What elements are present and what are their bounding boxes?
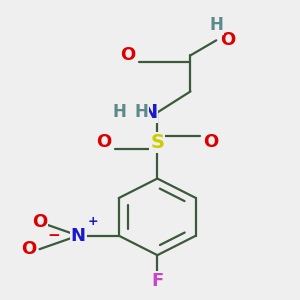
Text: S: S	[150, 133, 164, 152]
Text: +: +	[87, 215, 98, 228]
Text: H: H	[209, 16, 223, 34]
Text: H: H	[112, 103, 126, 122]
Text: H: H	[134, 103, 148, 122]
Text: F: F	[151, 272, 164, 290]
Text: O: O	[96, 134, 111, 152]
Text: O: O	[32, 213, 47, 231]
Text: O: O	[120, 46, 135, 64]
Text: O: O	[220, 31, 235, 49]
Text: −: −	[47, 228, 60, 243]
Text: N: N	[141, 103, 158, 122]
Text: O: O	[21, 240, 36, 258]
Text: O: O	[203, 134, 219, 152]
Text: N: N	[71, 226, 86, 244]
